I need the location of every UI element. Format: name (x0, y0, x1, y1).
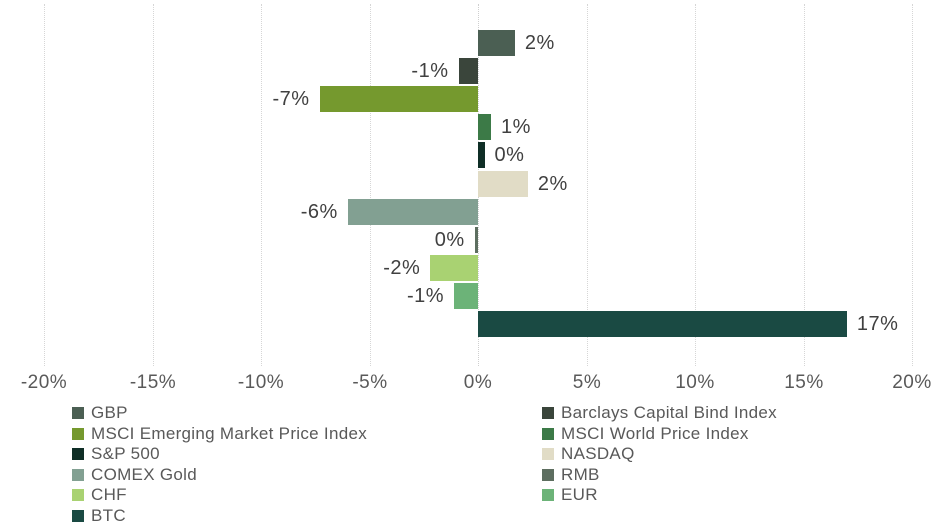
gridline--15% (153, 4, 154, 366)
legend-item-msci-emerging-market-price-index: MSCI Emerging Market Price Index (72, 424, 368, 443)
bar-barclays-capital-bind-index (458, 58, 478, 84)
x-axis-tick-label: 15% (784, 372, 824, 393)
legend-swatch-msci-emerging-market-price-index (72, 428, 84, 440)
legend-swatch-msci-world-price-index (542, 428, 554, 440)
bar-label-comex-gold: -6% (300, 201, 338, 223)
bar-msci-world-price-index (478, 114, 491, 140)
bar-btc (478, 311, 847, 337)
legend-item-s-p-500: S&P 500 (72, 444, 160, 463)
bar-chf (430, 255, 478, 281)
legend-item-rmb: RMB (542, 465, 600, 484)
bar-label-chf: -2% (383, 257, 421, 279)
legend-item-msci-world-price-index: MSCI World Price Index (542, 424, 749, 443)
gridline--20% (44, 4, 45, 366)
gridline-20% (912, 4, 913, 366)
legend-item-chf: CHF (72, 485, 127, 504)
legend-label-barclays-capital-bind-index: Barclays Capital Bind Index (561, 403, 777, 422)
bar-label-barclays-capital-bind-index: -1% (411, 60, 449, 82)
legend-swatch-comex-gold (72, 469, 84, 481)
legend-swatch-eur (542, 489, 554, 501)
x-axis-tick-label: 20% (892, 372, 932, 393)
legend-label-s-p-500: S&P 500 (91, 444, 160, 463)
legend-item-eur: EUR (542, 485, 598, 504)
bar-eur (454, 283, 478, 309)
legend-label-gbp: GBP (91, 403, 128, 422)
x-axis-tick-label: -20% (20, 372, 68, 393)
legend-swatch-s-p-500 (72, 448, 84, 460)
bar-label-rmb: 0% (434, 229, 465, 251)
legend-item-gbp: GBP (72, 403, 128, 422)
x-axis-tick-label: -5% (352, 372, 388, 393)
gridline-15% (804, 4, 805, 366)
bar-msci-emerging-market-price-index (319, 86, 478, 112)
legend-label-chf: CHF (91, 485, 127, 504)
legend-label-rmb: RMB (561, 465, 600, 484)
legend-item-barclays-capital-bind-index: Barclays Capital Bind Index (542, 403, 777, 422)
legend-label-btc: BTC (91, 506, 126, 525)
bar-label-btc: 17% (856, 313, 899, 335)
bar-label-eur: -1% (407, 285, 445, 307)
bar-label-gbp: 2% (524, 32, 555, 54)
legend-label-msci-world-price-index: MSCI World Price Index (561, 424, 749, 443)
legend-label-msci-emerging-market-price-index: MSCI Emerging Market Price Index (91, 424, 368, 443)
x-axis-tick-label: 10% (675, 372, 715, 393)
bar-nasdaq (478, 171, 528, 197)
x-axis-tick-label: -10% (237, 372, 285, 393)
x-axis-tick-label: 5% (572, 372, 602, 393)
legend-item-nasdaq: NASDAQ (542, 444, 635, 463)
gridline--10% (261, 4, 262, 366)
legend-item-btc: BTC (72, 506, 126, 525)
bar-label-nasdaq: 2% (537, 173, 568, 195)
legend-swatch-barclays-capital-bind-index (542, 407, 554, 419)
legend-swatch-chf (72, 489, 84, 501)
legend-item-comex-gold: COMEX Gold (72, 465, 197, 484)
legend-label-comex-gold: COMEX Gold (91, 465, 197, 484)
legend-label-eur: EUR (561, 485, 598, 504)
legend-swatch-nasdaq (542, 448, 554, 460)
bar-gbp (478, 30, 515, 56)
bar-label-msci-world-price-index: 1% (501, 116, 531, 138)
gridline-10% (695, 4, 696, 366)
bar-label-s-p-500: 0% (494, 144, 525, 166)
legend-swatch-btc (72, 510, 84, 522)
x-axis-tick-label: 0% (463, 372, 493, 393)
x-axis-tick-label: -15% (129, 372, 177, 393)
gridline-5% (587, 4, 588, 366)
legend-label-nasdaq: NASDAQ (561, 444, 635, 463)
gridline--5% (370, 4, 371, 366)
bar-label-msci-emerging-market-price-index: -7% (272, 88, 310, 110)
legend-swatch-gbp (72, 407, 84, 419)
bar-s-p-500 (478, 142, 485, 168)
legend-swatch-rmb (542, 469, 554, 481)
bar-rmb (474, 227, 478, 253)
bar-comex-gold (347, 199, 478, 225)
